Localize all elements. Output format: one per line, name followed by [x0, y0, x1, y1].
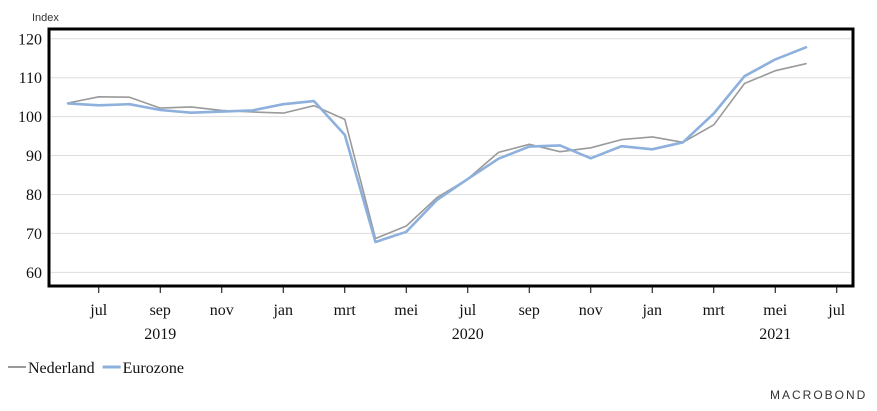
x-tick-label: mrt: [703, 302, 726, 319]
x-tick-label: jan: [272, 302, 293, 319]
x-tick-label: mrt: [334, 302, 357, 319]
y-tick-label: 70: [26, 226, 42, 243]
x-year-label: 2020: [452, 326, 484, 343]
legend: Nederland Eurozone: [8, 360, 184, 377]
y-tick-label: 100: [18, 109, 42, 126]
grid-lines: [51, 38, 851, 273]
y-tick-label: 120: [18, 31, 42, 48]
macrobond-logo: MACROBOND: [770, 388, 867, 402]
x-tick-label: jan: [641, 302, 662, 319]
x-year-label: 2021: [759, 326, 791, 343]
legend-label: Nederland: [28, 360, 95, 377]
x-tick-label: mei: [763, 302, 788, 319]
x-tick-label: mei: [394, 302, 419, 319]
x-tick-label: sep: [519, 302, 540, 319]
x-tick-label: jul: [827, 302, 845, 319]
y-tick-label: 60: [26, 265, 42, 282]
x-tick-label: jul: [89, 302, 107, 319]
x-tick-label: sep: [150, 302, 171, 319]
y-axis-ticks: 60 70 80 90 100 110 120: [18, 31, 42, 282]
svg-text:MACROBOND: MACROBOND: [770, 388, 867, 402]
series-line-eurozone: [66, 45, 808, 244]
legend-label: Eurozone: [123, 360, 184, 377]
y-tick-label: 90: [26, 148, 42, 165]
x-tick-label: jul: [458, 302, 476, 319]
x-axis-ticks: jul sep nov jan mrt mei jul sep nov jan mrt mei jul 2…: [89, 287, 846, 343]
x-tick-label: nov: [579, 302, 603, 319]
series-line-nederland: [67, 62, 807, 240]
y-axis-unit-label: Index: [32, 12, 59, 24]
y-tick-label: 80: [26, 187, 42, 204]
series-lines: [66, 45, 808, 244]
x-tick-label: nov: [210, 302, 234, 319]
x-year-label: 2019: [144, 326, 176, 343]
y-tick-label: 110: [19, 70, 42, 87]
plot-frame: [47, 27, 855, 288]
